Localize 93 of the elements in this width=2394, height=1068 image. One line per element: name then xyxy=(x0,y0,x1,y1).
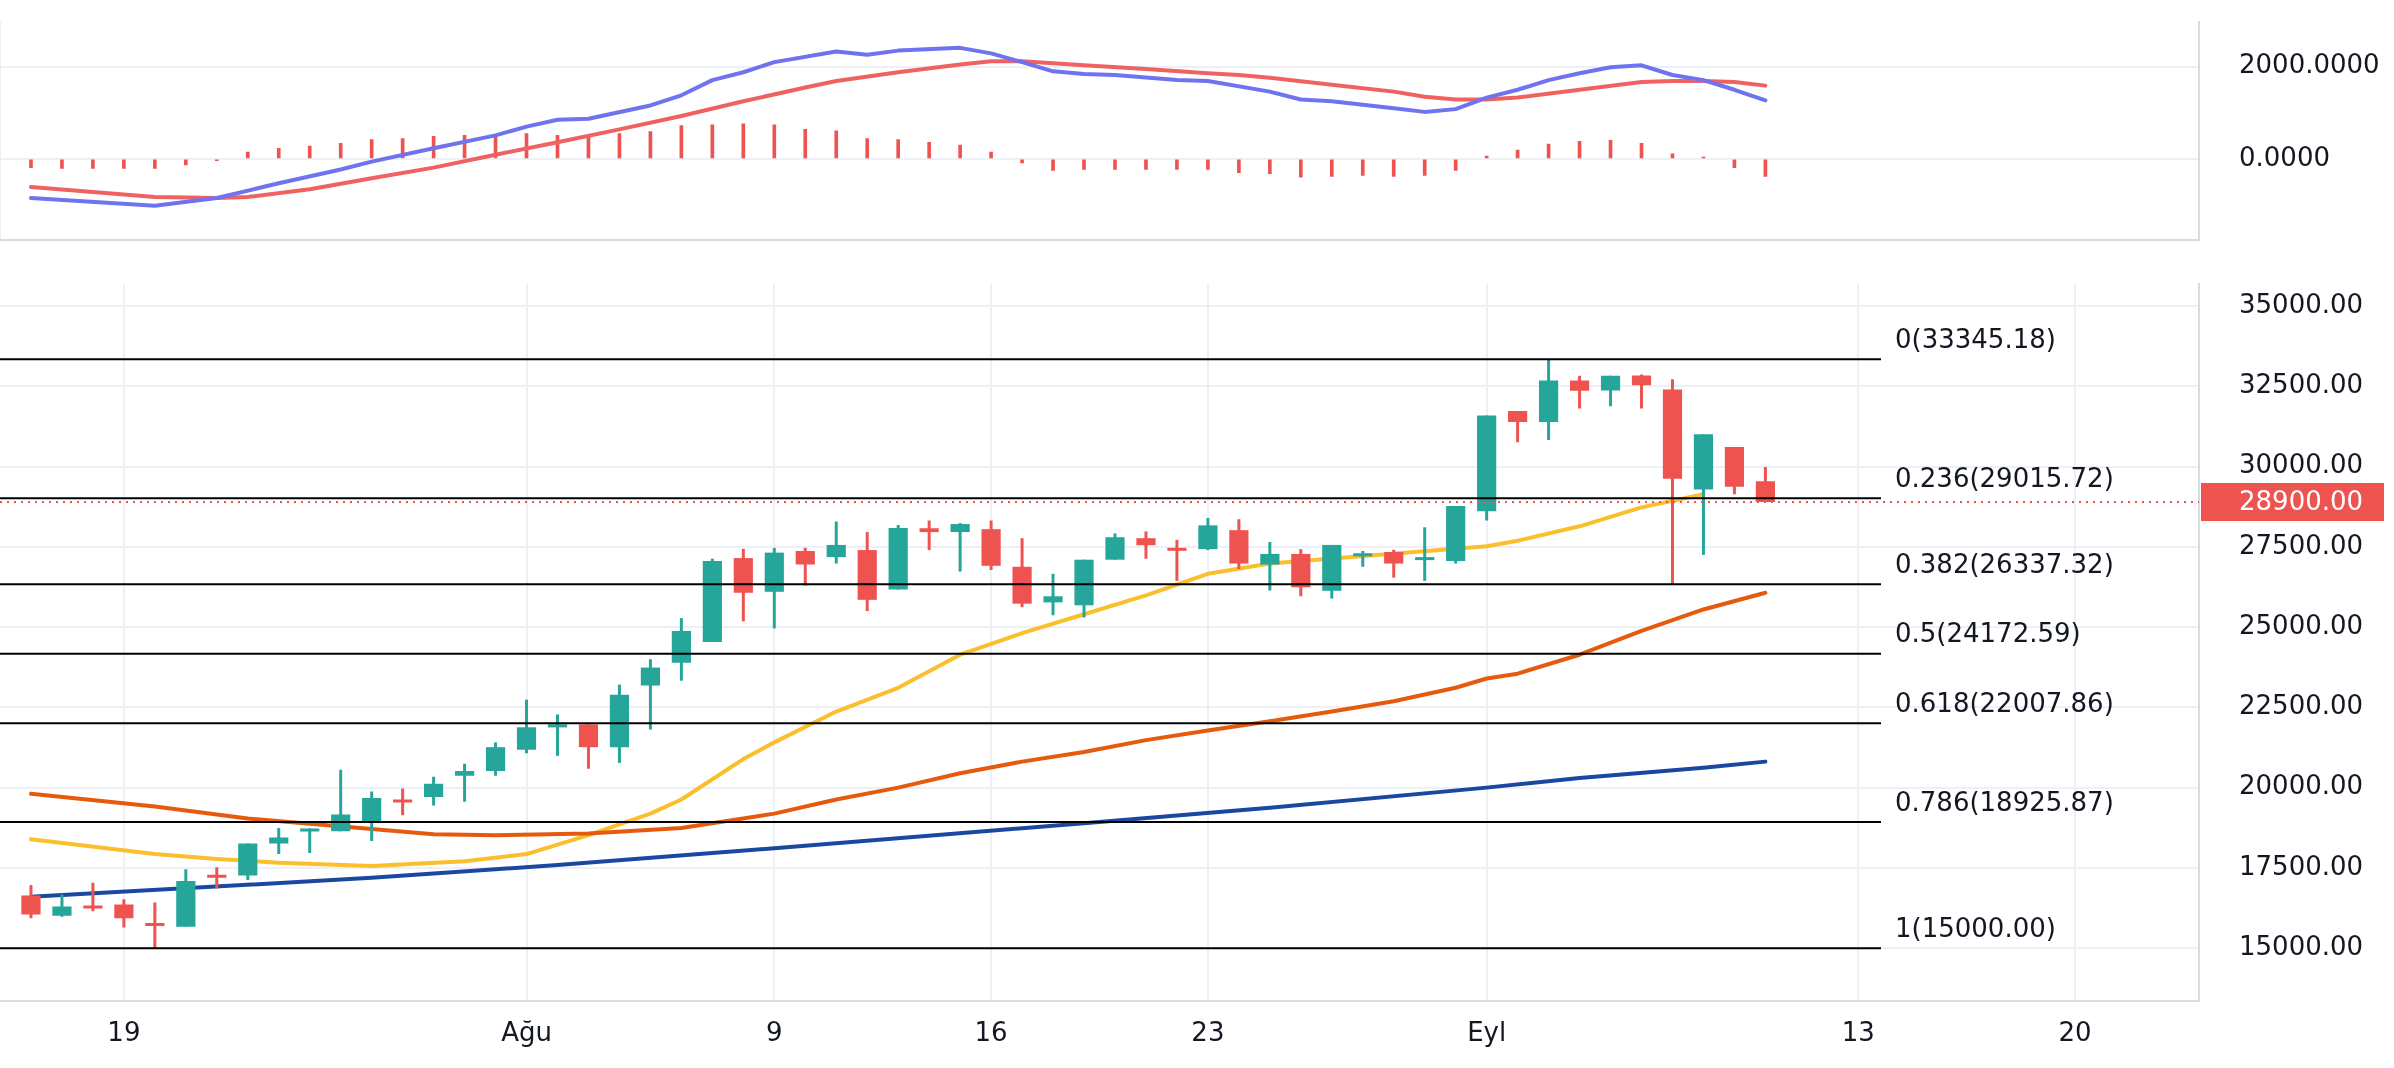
candlestick xyxy=(795,546,815,586)
candlestick xyxy=(362,791,382,841)
candlestick xyxy=(1198,516,1218,552)
bar xyxy=(1422,159,1427,176)
bar xyxy=(122,159,126,169)
bar xyxy=(276,147,281,159)
candlestick xyxy=(1415,527,1435,581)
x-tick-label: 16 xyxy=(974,1017,1008,1048)
candlestick xyxy=(919,520,939,552)
ref-line-label: 0(33345.18) xyxy=(1895,323,2056,354)
candlestick xyxy=(21,884,41,919)
candlestick xyxy=(1600,375,1621,408)
x-tick-label: 23 xyxy=(1191,1017,1225,1048)
candlestick xyxy=(547,714,568,756)
candlestick xyxy=(1631,374,1652,409)
candlestick xyxy=(393,788,413,817)
y-tick-label: 35000.00 xyxy=(2239,288,2364,319)
candlestick xyxy=(1260,542,1280,591)
bar xyxy=(91,159,95,169)
candlestick xyxy=(1043,572,1063,617)
bar xyxy=(307,145,312,159)
candlestick xyxy=(300,828,320,854)
x-tick-label: 19 xyxy=(107,1017,141,1048)
bar xyxy=(1453,159,1458,171)
y-tick-label: 15000.00 xyxy=(2239,930,2364,961)
candlestick xyxy=(1508,411,1528,444)
candlestick xyxy=(83,882,103,913)
ref-line-label: 0.236(29015.72) xyxy=(1895,462,2114,493)
bar xyxy=(1206,159,1210,170)
bar xyxy=(896,139,901,159)
x-tick-label: 9 xyxy=(766,1017,783,1048)
bar xyxy=(29,159,33,168)
bar xyxy=(1051,159,1055,171)
bar xyxy=(245,151,250,159)
bar xyxy=(772,124,777,159)
bar xyxy=(1144,159,1148,170)
candlestick xyxy=(1105,533,1125,560)
candlestick xyxy=(114,899,134,928)
y-tick-label: 22500.00 xyxy=(2239,690,2364,721)
y-tick-label: 27500.00 xyxy=(2239,529,2364,560)
candlestick xyxy=(1167,538,1187,581)
bar xyxy=(153,159,157,169)
bar xyxy=(834,130,839,159)
candlestick xyxy=(52,894,72,917)
bar xyxy=(1329,159,1334,177)
candlestick xyxy=(269,828,289,855)
y-tick-label: 32500.00 xyxy=(2239,369,2364,400)
ref-line-label: 0.786(18925.87) xyxy=(1895,786,2114,817)
bar xyxy=(1298,159,1303,178)
candlestick xyxy=(578,724,599,769)
y-tick-label: 0.0000 xyxy=(2239,141,2330,172)
y-tick-label: 17500.00 xyxy=(2239,850,2364,881)
bar xyxy=(803,129,808,159)
ref-line-label: 0.382(26337.32) xyxy=(1895,548,2114,579)
bar xyxy=(927,141,931,159)
x-tick-label: Eyl xyxy=(1467,1017,1507,1048)
candlestick xyxy=(454,762,475,802)
bar xyxy=(1391,159,1396,177)
y-tick-label: 30000.00 xyxy=(2239,449,2364,480)
candlestick xyxy=(145,902,165,949)
candlestick xyxy=(1384,549,1404,578)
candlestick xyxy=(516,699,537,754)
bar xyxy=(741,123,746,159)
bar xyxy=(184,159,188,166)
ref-line-label: 28900.00 xyxy=(2239,485,2364,516)
bar xyxy=(1175,159,1179,170)
candlestick xyxy=(485,742,506,776)
bar xyxy=(865,138,870,159)
candlestick xyxy=(640,659,661,730)
bar xyxy=(1237,159,1241,174)
y-tick-label: 20000.00 xyxy=(2239,770,2364,801)
ref-line-label: 1(15000.00) xyxy=(1895,912,2056,943)
bar xyxy=(1268,159,1272,174)
bar xyxy=(1113,159,1117,170)
ref-line-label: 0.618(22007.86) xyxy=(1895,687,2114,718)
bar xyxy=(338,142,343,159)
bar xyxy=(60,159,64,169)
x-tick-label: Ağu xyxy=(501,1017,552,1048)
x-tick-label: 13 xyxy=(1841,1017,1875,1048)
candlestick xyxy=(1569,375,1590,409)
candlestick xyxy=(424,776,444,806)
bar xyxy=(958,144,962,159)
ref-line-label: 0.5(24172.59) xyxy=(1895,618,2081,649)
candlestick xyxy=(950,523,970,572)
candlestick xyxy=(207,867,227,889)
bar xyxy=(989,151,993,159)
bar xyxy=(1360,159,1365,176)
y-tick-label: 2000.0000 xyxy=(2239,49,2380,80)
x-tick-label: 20 xyxy=(2058,1017,2092,1048)
candlestick xyxy=(826,521,846,564)
y-tick-label: 25000.00 xyxy=(2239,609,2364,640)
bar xyxy=(1082,159,1086,170)
candlestick xyxy=(1136,531,1156,559)
